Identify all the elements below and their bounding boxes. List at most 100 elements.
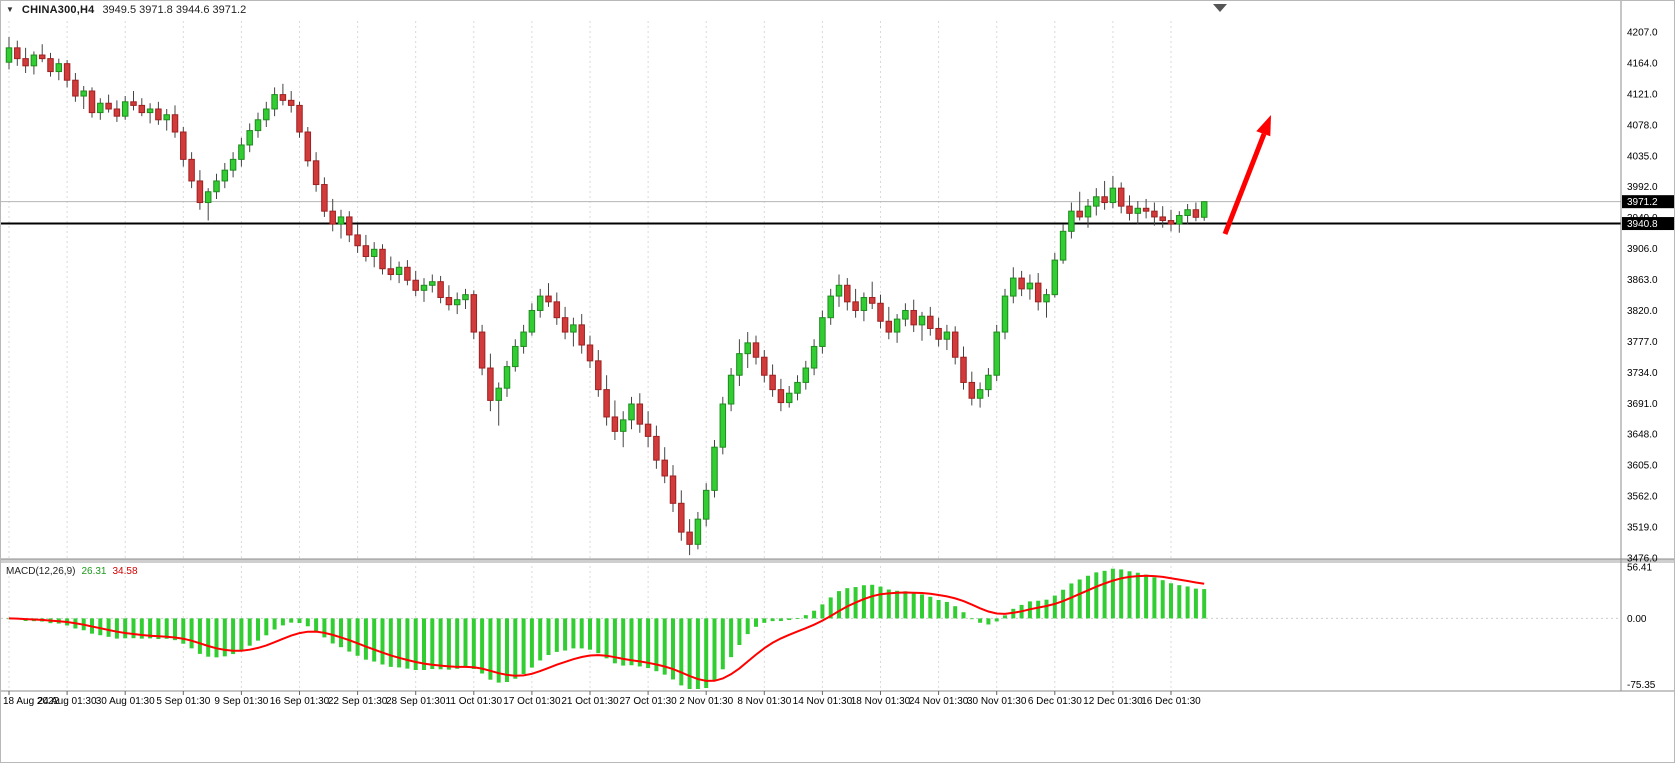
candle-up (1134, 207, 1142, 214)
macd-bar (471, 618, 476, 669)
time-axis-label: 6 Dec 01:30 (1028, 696, 1082, 707)
symbol-ohlc-values: 3949.5 3971.8 3944.6 3971.2 (102, 4, 247, 16)
price-axis-label: 4164.0 (1627, 58, 1658, 69)
candle-down (437, 281, 444, 299)
macd-bar (181, 618, 186, 644)
macd-bar (206, 618, 211, 657)
candle-up (1093, 196, 1100, 207)
candle-down (653, 435, 660, 461)
macd-bar (886, 589, 891, 619)
candle-down (877, 302, 884, 322)
macd-bar (1052, 595, 1057, 619)
chart-shift-marker[interactable] (1213, 4, 1227, 12)
candle-up (1084, 205, 1092, 218)
candle-down (644, 423, 652, 437)
macd-bar (280, 618, 285, 626)
candle-down (47, 58, 54, 73)
price-axis-label: 3734.0 (1627, 368, 1658, 379)
candle-down (960, 356, 967, 383)
macd-bar (413, 618, 418, 671)
macd-histogram (7, 568, 1207, 689)
macd-bar (222, 618, 227, 657)
candle-down (769, 374, 776, 391)
candle-up (1043, 294, 1050, 303)
macd-bar (347, 618, 352, 652)
symbol-info-bar: ▼ CHINA300,H4 3949.5 3971.8 3944.6 3971.… (6, 4, 246, 16)
candle-down (362, 245, 370, 258)
candle-up (902, 309, 909, 320)
candle-up (453, 299, 461, 306)
candle-down (761, 356, 768, 376)
macd-bar (1169, 583, 1173, 619)
macd-bar (837, 591, 841, 619)
time-axis-label: 16 Dec 01:30 (1141, 696, 1201, 707)
macd-bar (820, 604, 825, 619)
macd-bar (671, 618, 675, 680)
candle-up (395, 266, 403, 275)
trend-arrow[interactable] (1222, 115, 1271, 235)
macd-bar (571, 618, 576, 649)
candle-down (927, 315, 934, 329)
macd-bar (1144, 574, 1149, 619)
candle-down (321, 184, 328, 212)
price-axis-label: 3992.0 (1627, 182, 1658, 193)
candle-down (578, 324, 585, 346)
price-tag-value: 3940.8 (1627, 219, 1658, 230)
macd-bar (139, 618, 144, 639)
candle-up (819, 317, 826, 347)
macd-bar (762, 618, 767, 623)
time-axis-label: 12 Dec 01:30 (1083, 696, 1143, 707)
macd-bar (131, 618, 136, 639)
candle-up (727, 374, 735, 405)
candle-down (1167, 220, 1175, 225)
candle-down (1018, 277, 1025, 290)
macd-bar (239, 618, 244, 651)
candle-up (802, 367, 810, 383)
candle-up (918, 315, 926, 326)
time-axis-label: 8 Nov 01:30 (737, 696, 791, 707)
candle-down (1142, 207, 1150, 212)
macd-bar (106, 618, 111, 637)
panel-separator[interactable] (1, 559, 1675, 563)
candle-up (536, 295, 544, 311)
candle-down (180, 131, 187, 160)
price-tag-value: 3971.2 (1627, 197, 1658, 208)
macd-bar (903, 591, 908, 619)
price-axis-label: 4078.0 (1627, 120, 1658, 131)
candle-up (785, 392, 793, 404)
candle-up (1001, 295, 1009, 333)
candle-down (354, 234, 361, 247)
candle-down (752, 342, 760, 358)
candle-down (561, 317, 569, 333)
macd-bar (430, 618, 435, 670)
candle-up (337, 216, 345, 225)
macd-bar (1152, 577, 1157, 619)
candle-down (669, 475, 677, 504)
macd-bar (455, 618, 460, 669)
macd-axis-label: 56.41 (1627, 563, 1652, 574)
time-axis-label: 14 Nov 01:30 (793, 696, 853, 707)
macd-bar (256, 618, 260, 641)
candle-down (138, 104, 146, 114)
horizontal-level-line-tag[interactable]: 3940.8 (1622, 217, 1674, 231)
macd-bar (330, 618, 335, 644)
macd-bar (770, 618, 775, 622)
symbol-dropdown-icon[interactable]: ▼ (6, 5, 14, 14)
time-axis-label: 11 Oct 01:30 (446, 696, 503, 707)
candle-up (1059, 230, 1067, 261)
candle-down (63, 63, 71, 81)
candle-up (794, 381, 801, 394)
candle-down (1192, 209, 1200, 218)
macd-bar (778, 618, 783, 622)
time-axis-label: 16 Sep 01:30 (270, 696, 330, 707)
candle-down (329, 210, 336, 225)
macd-bar (1094, 572, 1099, 619)
macd-bar (687, 618, 692, 689)
candle-up (985, 374, 992, 391)
candle-down (113, 108, 121, 117)
candle-up (943, 331, 951, 340)
candle-up (5, 47, 13, 63)
macd-bar (505, 618, 509, 682)
macd-bar (936, 599, 941, 619)
